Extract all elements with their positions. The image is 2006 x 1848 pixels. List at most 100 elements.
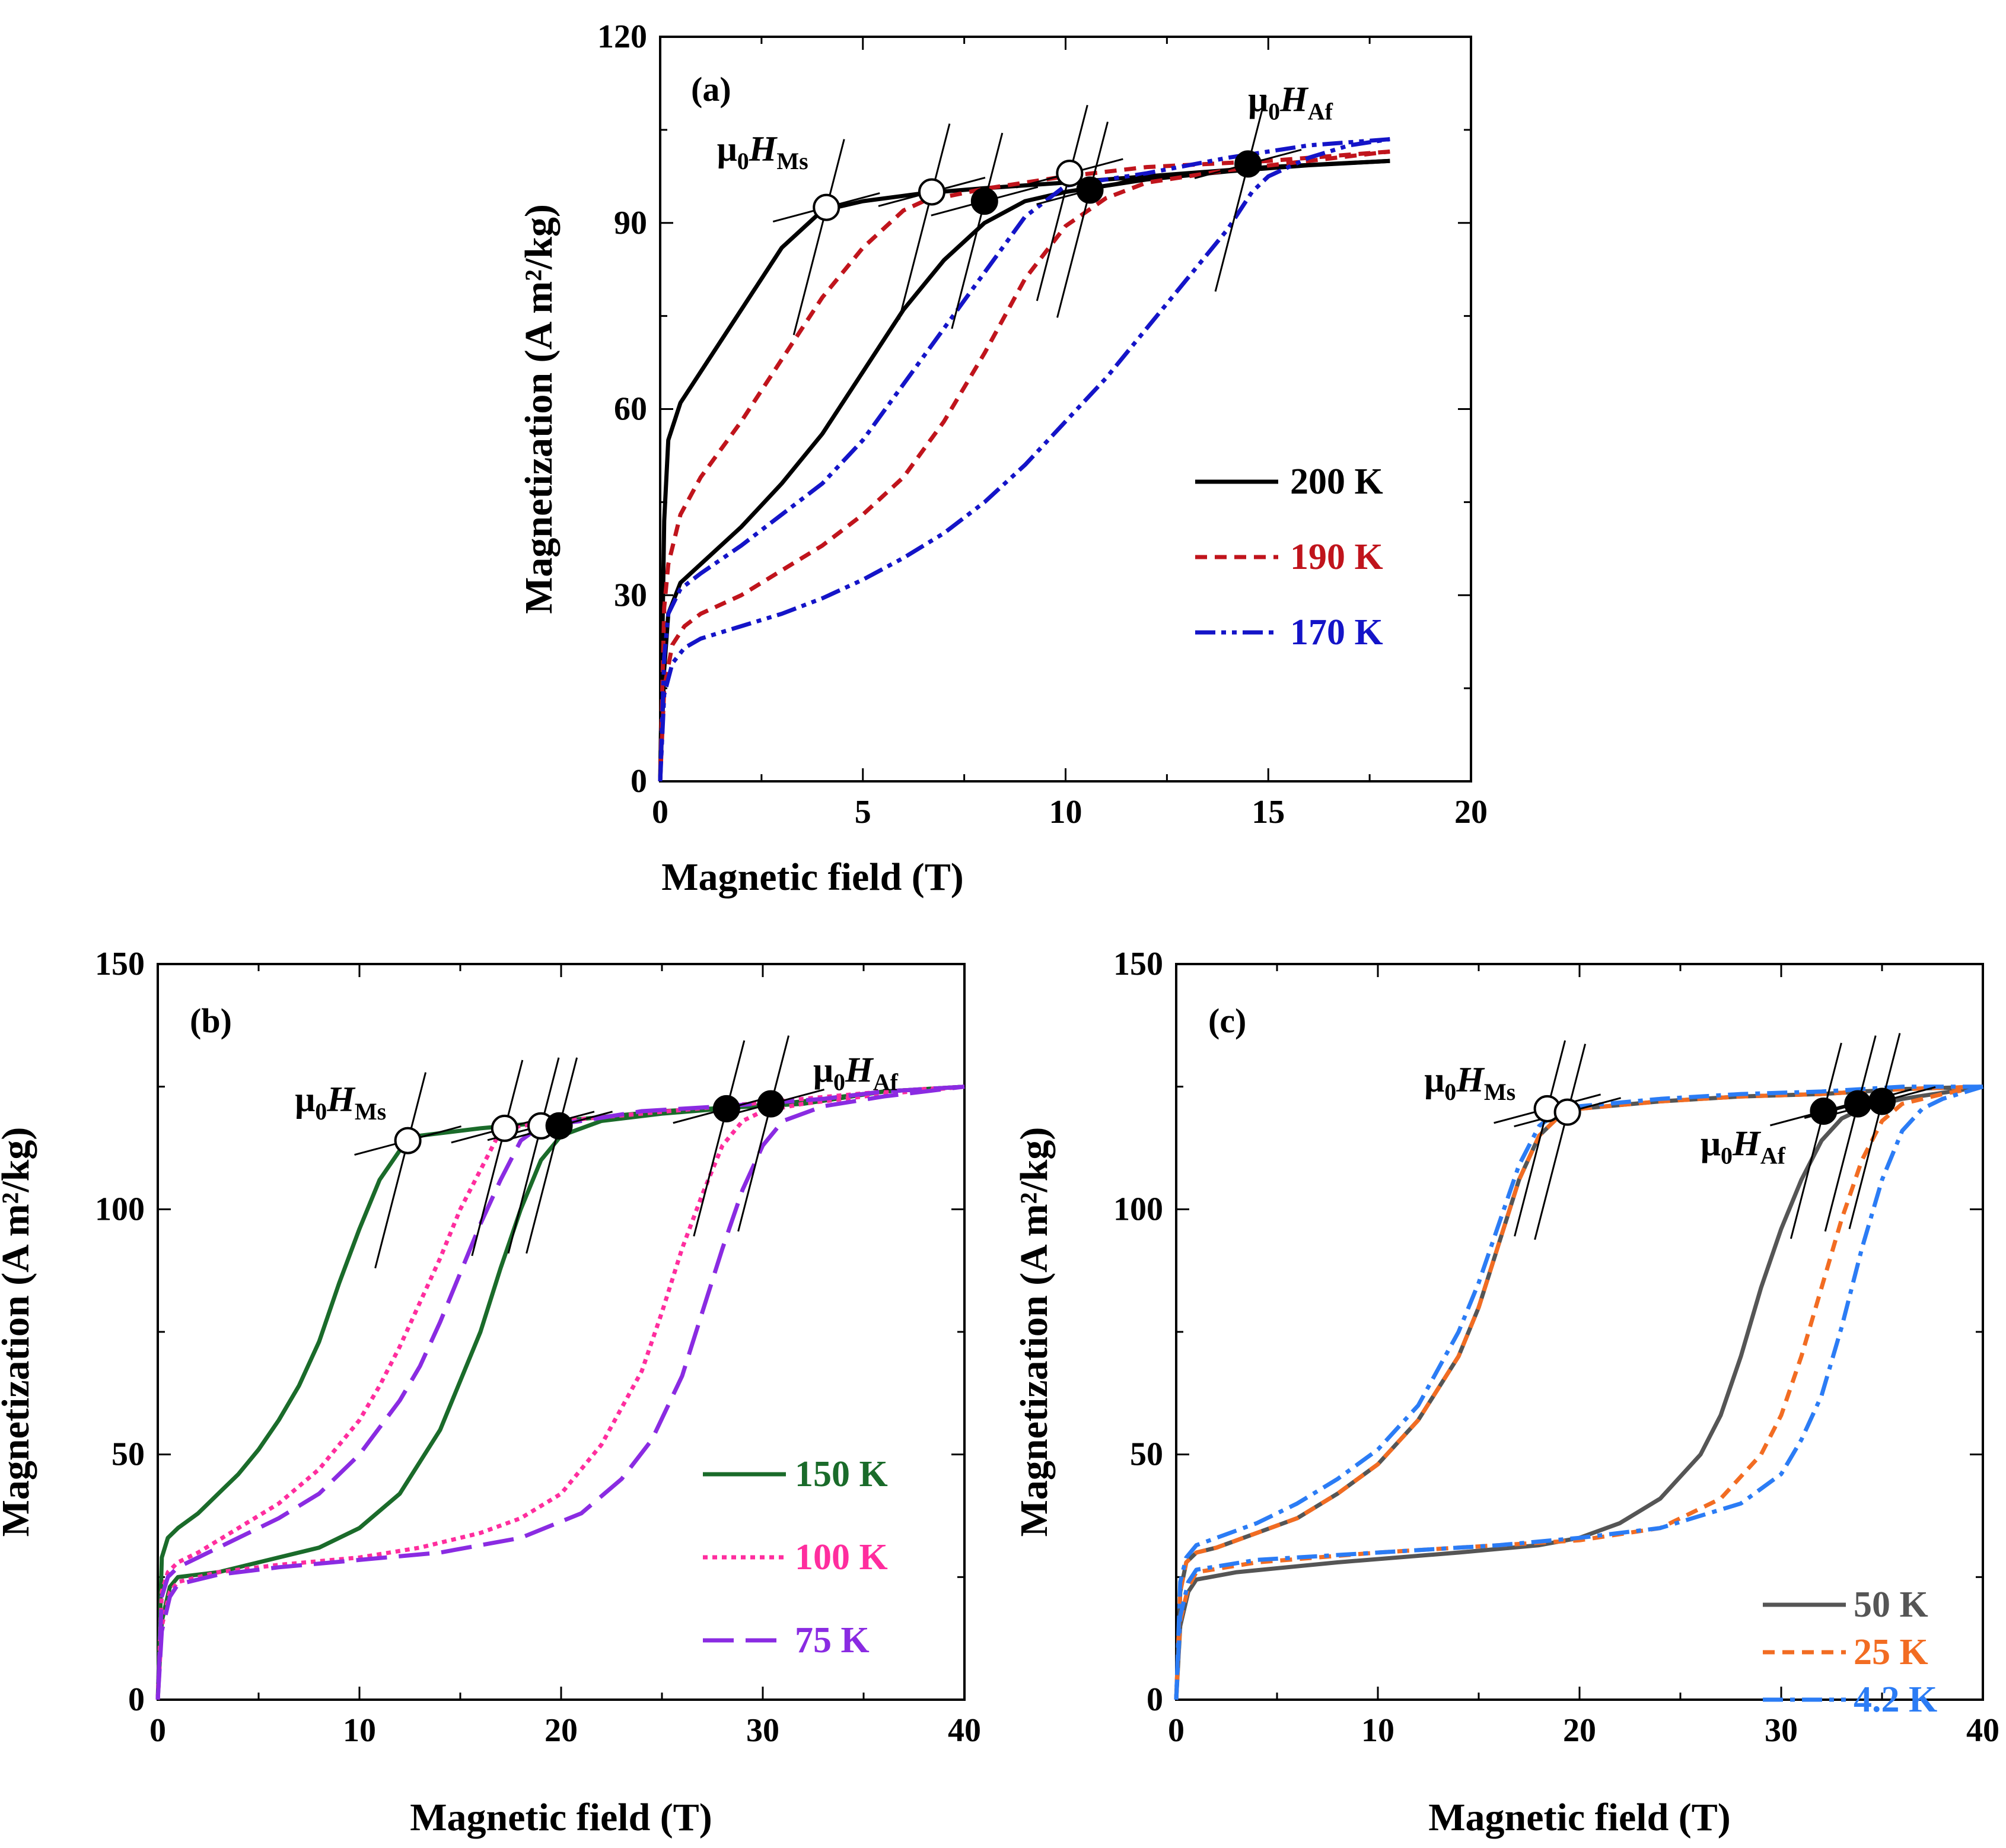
x-axis-label: Magnetic field (T) (661, 855, 964, 899)
legend-label: 200 K (1290, 462, 1383, 502)
series-line-down (155, 1084, 965, 1700)
panel-label: (c) (1208, 1001, 1246, 1040)
tangent-line (1790, 1042, 1842, 1239)
series-line-up (1174, 1084, 1983, 1700)
y-tick-label: 90 (614, 205, 647, 241)
y-tick-label: 0 (1147, 1681, 1163, 1718)
series-line-down (155, 1084, 965, 1700)
marker-open (491, 1114, 518, 1142)
tangent-line (1848, 1033, 1901, 1229)
marker-open (918, 178, 945, 206)
series-line-down (658, 150, 1390, 782)
legend-label: 75 K (795, 1620, 870, 1661)
marker-filled (970, 187, 998, 215)
annotation-label: μ0HMs (717, 129, 808, 174)
series-2 (155, 1084, 965, 1700)
tangent-line (951, 132, 1004, 329)
series-line-up (658, 150, 1390, 782)
y-tick-label: 100 (1113, 1191, 1163, 1227)
x-tick-label: 20 (1454, 794, 1488, 831)
tangent-line (1036, 104, 1088, 301)
legend-label: 50 K (1854, 1585, 1928, 1625)
chart-panel-2: 0 10 20 30 40 0 50 100 150 Magnetic field (T) Magn… (0, 946, 981, 1839)
annotation-label: μ0HAf (1701, 1124, 1786, 1169)
tangent-line (1214, 96, 1267, 292)
y-axis-label: Magnetization (A m²/kg) (0, 1127, 37, 1537)
marker-filled (1844, 1090, 1872, 1118)
chart-panel-3: 0 10 20 30 40 0 50 100 150 Magnetic field (T) Magn… (1012, 946, 1999, 1839)
tangent-line (1824, 1035, 1877, 1232)
y-tick-label: 150 (1113, 946, 1163, 982)
series-line-up (658, 158, 1390, 782)
panel-label: (b) (190, 1001, 232, 1040)
series-line-down (658, 158, 1390, 782)
tangent-line (471, 1060, 524, 1257)
marker-filled (1810, 1098, 1838, 1125)
marker-open (394, 1127, 422, 1154)
series-2 (1174, 1084, 1983, 1700)
marker-open (813, 193, 840, 221)
x-tick-label: 0 (149, 1712, 166, 1749)
x-tick-label: 10 (1361, 1712, 1394, 1749)
y-axis-label: Magnetization (A m²/kg) (1012, 1127, 1056, 1537)
y-tick-label: 50 (112, 1436, 145, 1473)
series-line-up (1174, 1084, 1983, 1700)
tangent-line (1056, 121, 1109, 318)
x-tick-label: 0 (652, 794, 668, 831)
marker-filled (545, 1112, 573, 1140)
marker-filled (712, 1095, 740, 1122)
annotation-label: μ0HMs (295, 1080, 386, 1125)
series-line-down (1174, 1084, 1983, 1700)
x-tick-label: 30 (1765, 1712, 1798, 1749)
legend-label: 4.2 K (1854, 1680, 1937, 1720)
marker-filled (1868, 1087, 1896, 1115)
tangent-line (1514, 1040, 1566, 1237)
tangent-line (374, 1072, 427, 1268)
series-3 (658, 137, 1390, 782)
y-tick-label: 120 (597, 18, 647, 55)
series-line-up (658, 137, 1390, 782)
tangent-line (693, 1040, 746, 1237)
series-3 (1174, 1084, 1984, 1700)
series-3 (155, 1084, 965, 1700)
legend-label: 150 K (795, 1454, 888, 1494)
y-tick-label: 50 (1130, 1436, 1163, 1473)
annotation-label: μ0HMs (1424, 1060, 1515, 1105)
legend-label: 25 K (1854, 1632, 1928, 1672)
panel-label: (a) (691, 70, 731, 109)
tangent-line (526, 1057, 578, 1254)
legend-label: 190 K (1290, 537, 1383, 577)
series-1 (658, 158, 1390, 782)
y-tick-label: 30 (614, 577, 647, 613)
x-axis-label: Magnetic field (T) (410, 1796, 712, 1839)
series-line-up (1174, 1084, 1984, 1700)
marker-open (1056, 160, 1084, 187)
tangent-line (737, 1035, 790, 1232)
x-tick-label: 10 (1049, 794, 1082, 831)
marker-filled (1234, 150, 1262, 178)
annotation-label: μ0HAf (813, 1050, 899, 1095)
series-line-up (155, 1084, 965, 1700)
y-tick-label: 150 (95, 946, 145, 982)
series-line-down (658, 137, 1390, 782)
x-tick-label: 30 (746, 1712, 779, 1749)
y-tick-label: 0 (128, 1681, 145, 1718)
x-tick-label: 15 (1252, 794, 1285, 831)
annotation-label: μ0HAf (1248, 80, 1333, 125)
tangent-line (1534, 1044, 1587, 1241)
y-tick-label: 100 (95, 1191, 145, 1227)
x-axis-label: Magnetic field (T) (1428, 1796, 1731, 1839)
x-tick-label: 0 (1168, 1712, 1185, 1749)
legend-label: 170 K (1290, 612, 1383, 653)
x-tick-label: 10 (343, 1712, 376, 1749)
series-line-down (1174, 1084, 1983, 1700)
chart-panel-1: 0 5 10 15 20 0 30 60 90 120 Magnetic field (T) Magn… (517, 18, 1488, 899)
x-tick-label: 5 (855, 794, 871, 831)
y-tick-label: 60 (614, 391, 647, 428)
tangent-line (898, 123, 951, 320)
x-tick-label: 40 (948, 1712, 981, 1749)
legend-label: 100 K (795, 1537, 888, 1577)
tangent-line (507, 1057, 560, 1254)
series-2 (658, 150, 1390, 782)
